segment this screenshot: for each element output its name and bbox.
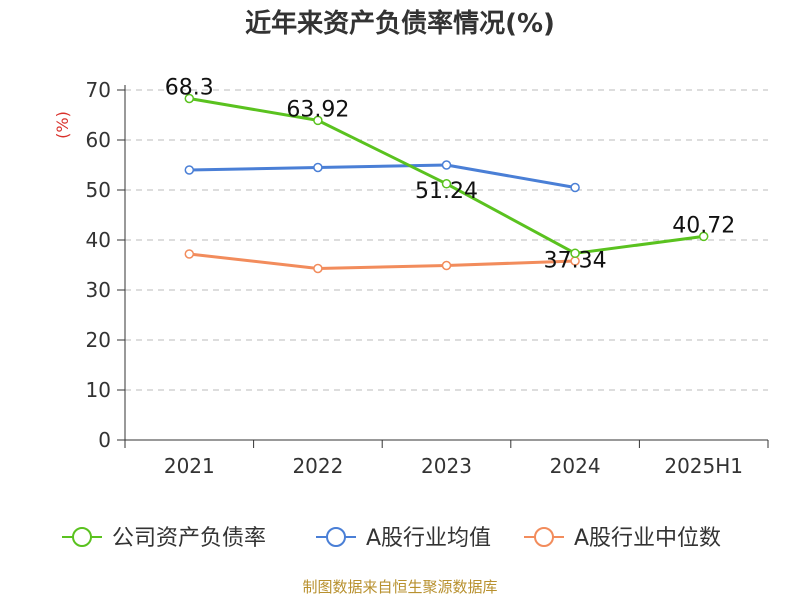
y-tick-label: 40 [86,228,111,252]
x-tick-label: 2025H1 [664,454,743,478]
data-point [570,182,580,193]
grid [125,89,768,391]
legend-marker [72,527,92,547]
data-point [441,160,452,170]
series-line [189,163,576,189]
data-source-note: 制图数据来自恒生聚源数据库 [302,578,497,596]
y-tick-label: 60 [86,128,111,152]
legend-label: A股行业均值 [366,526,491,551]
series-1 [184,160,580,193]
data-point [184,165,195,175]
chart-title: 近年来资产负债率情况(%) [245,8,555,39]
data-labels: 68.3 63.92 51.24 37.34 40.72 [165,76,735,274]
axes [117,85,769,448]
data-point [441,260,452,271]
legend-marker [326,527,346,547]
y-tick-label: 70 [86,78,111,102]
legend-item: 公司资产负债率 [62,526,266,551]
y-tick-labels: 0 10 20 30 40 50 60 70 [86,78,111,452]
y-tick-label: 0 [98,428,111,452]
y-axis-unit: (%) [53,111,72,139]
data-point [570,248,580,259]
series-line [189,252,576,270]
y-tick-label: 50 [86,178,111,202]
legend-item: A股行业中位数 [524,526,721,551]
data-point [441,179,452,189]
legend-item: A股行业均值 [316,526,491,551]
x-tick-label: 2021 [164,454,215,478]
data-label: 68.3 [165,76,214,101]
x-tick-labels: 2021 2022 2023 2024 2025H1 [164,454,743,478]
legend-marker [534,527,554,547]
series-2 [184,249,580,274]
x-tick-label: 2022 [292,454,343,478]
y-tick-label: 30 [86,278,111,302]
legend-label: A股行业中位数 [574,526,721,551]
series-0 [184,93,709,259]
data-point [184,249,195,259]
legend-label: 公司资产负债率 [112,526,266,551]
data-label: 37.34 [544,248,607,273]
x-tick-label: 2023 [421,454,472,478]
data-label: 40.72 [672,213,735,238]
x-tick-label: 2024 [550,454,601,478]
data-point [313,162,323,173]
data-label: 51.24 [415,179,478,204]
series-line [189,97,704,255]
y-tick-label: 10 [86,378,111,402]
data-point [698,231,709,242]
data-point [313,115,323,126]
series-group [184,93,709,274]
legend: 公司资产负债率 A股行业均值 A股行业中位数 [62,526,721,551]
data-point [184,93,195,104]
y-tick-label: 20 [86,328,111,352]
data-label: 63.92 [286,97,349,122]
data-point [313,263,323,274]
